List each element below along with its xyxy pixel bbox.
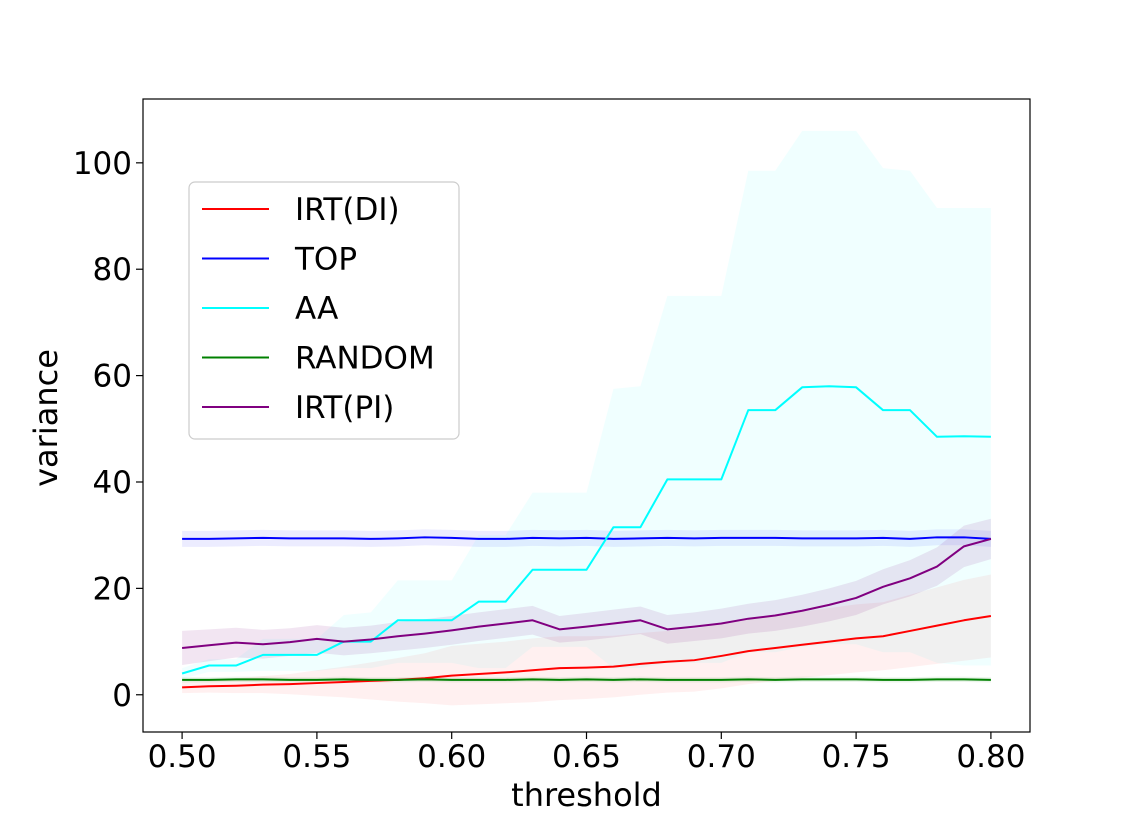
y-tick-label: 60 [93, 359, 132, 395]
confidence-bands [182, 130, 991, 706]
line-series-4 [181, 537, 992, 649]
x-tick-label: 0.65 [552, 739, 621, 775]
x-tick-label: 0.80 [956, 739, 1025, 775]
line-series-1 [182, 536, 991, 540]
legend-box [188, 181, 460, 440]
band-series-0 [182, 574, 991, 706]
legend-label: IRT(PI) [295, 390, 394, 426]
y-tick-label: 0 [112, 678, 132, 714]
x-axis-label: threshold [511, 776, 662, 814]
legend-label: AA [295, 291, 338, 327]
y-tick-label: 40 [93, 465, 132, 501]
y-axis-label: variance [27, 349, 65, 487]
y-tick-label: 80 [93, 252, 132, 288]
x-tick-label: 0.50 [148, 739, 217, 775]
legend-label: RANDOM [295, 341, 435, 377]
x-tick-label: 0.60 [417, 739, 486, 775]
y-axis: 0 20 40 60 80 100 [73, 146, 143, 714]
y-tick-label: 20 [93, 571, 132, 607]
x-tick-label: 0.75 [822, 739, 891, 775]
y-tick-label: 100 [73, 146, 132, 182]
x-tick-label: 0.70 [687, 739, 756, 775]
line-series-0 [182, 615, 992, 689]
band-series-2 [182, 130, 991, 679]
legend: IRT(DI) TOP AA RANDOM IRT(PI) [188, 181, 460, 440]
legend-label: IRT(DI) [295, 192, 400, 228]
x-tick-label: 0.55 [282, 739, 351, 775]
band-series-4 [182, 518, 991, 665]
series-lines [181, 385, 992, 689]
x-axis: 0.50 0.55 0.60 0.65 0.70 0.75 0.80 [148, 732, 1025, 775]
line-series-3 [182, 678, 991, 681]
legend-label: TOP [294, 242, 357, 278]
line-series-2 [181, 385, 991, 675]
